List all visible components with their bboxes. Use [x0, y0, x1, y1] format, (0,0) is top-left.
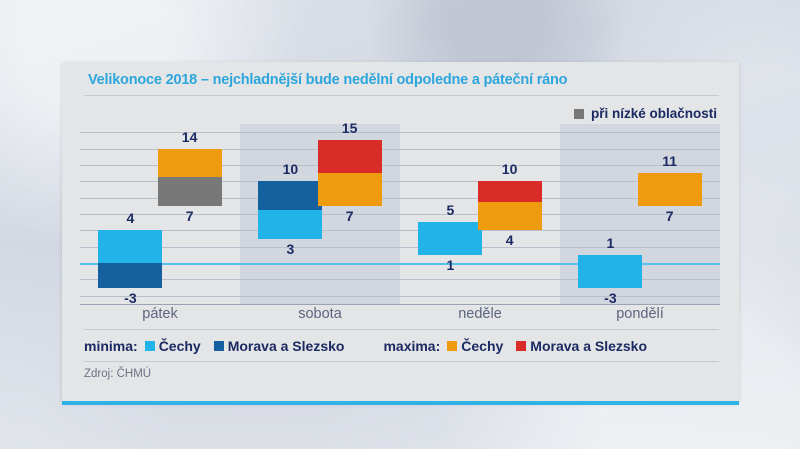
gridline — [80, 214, 720, 215]
bar-segment-max-cechy — [637, 173, 702, 206]
bar-segment-max-morava — [317, 140, 382, 174]
bar-maxima-pondělí — [637, 173, 702, 206]
value-label-high: 1 — [606, 234, 615, 251]
value-label-low: 1 — [446, 256, 455, 273]
legend-maxima-heading: maxima: — [383, 338, 441, 354]
legend-label: Morava a Slezsko — [227, 338, 345, 354]
bar-minima-pátek — [98, 230, 163, 288]
square-swatch-icon — [447, 341, 458, 351]
value-label-high: 10 — [282, 161, 299, 178]
value-label-high: 10 — [501, 161, 518, 178]
legend-label: Čechy — [158, 338, 201, 354]
bar-segment-max-morava — [477, 181, 542, 202]
legend-divider-bottom — [84, 361, 719, 362]
bar-segment-max-cechy — [157, 148, 222, 178]
value-label-high: 5 — [446, 202, 455, 219]
gridline — [80, 197, 720, 199]
gridline — [80, 181, 720, 183]
chart-legend: minima: Čechy Morava a Slezsko maxima: Č… — [84, 335, 722, 357]
bar-segment-max-cechy — [317, 173, 382, 206]
x-axis-label-neděle: neděle — [458, 306, 502, 322]
legend-minima-heading: minima: — [84, 338, 138, 354]
gridline — [80, 230, 720, 232]
value-label-low: -3 — [604, 289, 617, 306]
gridline — [80, 246, 720, 248]
bar-minima-sobota — [258, 181, 323, 239]
bar-maxima-neděle — [477, 181, 542, 231]
bar-segment-min-morava — [258, 181, 323, 210]
legend-item-maxima-cechy: Čechy — [447, 338, 503, 354]
legend-item-maxima-morava: Morava a Slezsko — [516, 338, 647, 354]
gridline — [80, 279, 720, 281]
gridline — [80, 132, 720, 134]
card-bottom-accent-bar — [62, 401, 739, 405]
x-axis-label-pondělí: pondělí — [616, 306, 664, 322]
legend-item-minima-morava: Morava a Slezsko — [213, 338, 345, 354]
value-label-low: 4 — [505, 232, 514, 249]
title-divider — [84, 95, 719, 96]
value-label-high: 14 — [181, 128, 198, 145]
legend-label: Morava a Slezsko — [530, 338, 648, 354]
bar-segment-min-cechy — [418, 222, 483, 255]
legend-item-minima-cechy: Čechy — [144, 338, 201, 354]
low-cloud-legend-label: při nízké oblačnosti — [590, 106, 717, 121]
source-attribution: Zdroj: ČHMÚ — [84, 368, 152, 380]
legend-group-maxima: maxima: Čechy Morava a Slezsko — [383, 338, 660, 354]
square-swatch-icon — [573, 108, 584, 119]
x-axis-line — [80, 304, 720, 305]
bar-segment-min-morava — [98, 263, 163, 288]
x-axis-label-pátek: pátek — [142, 306, 178, 322]
low-cloud-legend: při nízké oblačnosti — [573, 106, 717, 121]
chart-plot-area: 4 -3 14 7 10 3 15 7 5 1 10 4 1 -3 11 7 — [80, 120, 720, 306]
value-label-low: 7 — [345, 207, 354, 224]
zero-line — [80, 263, 720, 265]
gridline — [80, 148, 720, 150]
bar-segment-max-cechy — [477, 201, 542, 231]
bar-minima-pondělí — [578, 254, 643, 288]
infographic-card: Velikonoce 2018 – nejchladnější bude ned… — [62, 62, 739, 403]
bar-segment-min-cechy — [98, 230, 163, 264]
bar-minima-neděle — [418, 222, 483, 255]
value-label-high: 11 — [662, 153, 677, 170]
bar-segment-min-cechy — [578, 254, 643, 288]
legend-label: Čechy — [461, 338, 504, 354]
gridline — [80, 164, 720, 166]
legend-divider-top — [84, 329, 719, 330]
bar-maxima-pátek — [157, 148, 222, 206]
square-swatch-icon — [213, 341, 224, 351]
bar-segment-min-cechy — [258, 209, 323, 239]
page-title: Velikonoce 2018 – nejchladnější bude ned… — [88, 72, 568, 88]
bar-segment-low-cloud — [157, 177, 222, 206]
value-label-high: 15 — [341, 120, 358, 137]
value-label-high: 4 — [126, 210, 135, 227]
value-label-low: 7 — [665, 207, 674, 224]
x-axis-day-labels: pátek sobota neděle pondělí — [80, 306, 720, 328]
bar-maxima-sobota — [317, 140, 382, 206]
value-label-low: 3 — [286, 240, 295, 257]
square-swatch-icon — [144, 341, 155, 351]
x-axis-label-sobota: sobota — [298, 306, 342, 322]
gridline — [80, 295, 720, 297]
square-swatch-icon — [516, 341, 527, 351]
value-label-low: 7 — [185, 207, 194, 224]
value-label-low: -3 — [124, 289, 137, 306]
legend-group-minima: minima: Čechy Morava a Slezsko — [84, 338, 357, 354]
